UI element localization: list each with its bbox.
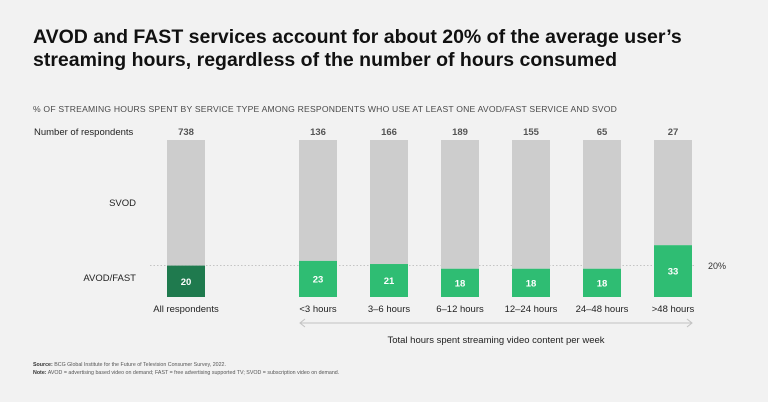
bar-svod (583, 140, 621, 269)
category-label: >48 hours (652, 304, 695, 315)
bar-avod (167, 265, 205, 297)
bar-avod (370, 264, 408, 297)
bar-avod (441, 268, 479, 297)
respondent-count: 27 (668, 127, 679, 138)
row-label-respondents: Number of respondents (34, 127, 134, 138)
bar-svod (167, 140, 205, 266)
definition-note: Note: AVOD = advertising based video on … (33, 369, 340, 376)
bar-value-label: 21 (384, 276, 395, 287)
footnotes: Source: BCG Global Institute for the Fut… (33, 362, 339, 377)
row-label-svod: SVOD (109, 198, 136, 209)
respondent-count: 65 (597, 127, 608, 138)
group-axis-arrow-left (299, 318, 306, 328)
respondent-count: 136 (310, 127, 326, 138)
bar-avod (654, 245, 692, 297)
category-label: All respondents (153, 304, 219, 315)
bar-avod (583, 268, 621, 297)
respondent-count: 166 (381, 127, 397, 138)
stacked-bar-chart: 20% Number of respondents SVOD AVOD/FAST 20 7… (34, 127, 726, 346)
respondent-count: 738 (178, 127, 194, 138)
category-label: 3–6 hours (368, 304, 411, 315)
category-label: <3 hours (299, 304, 336, 315)
respondent-count: 155 (523, 127, 540, 138)
bar-value-label: 18 (455, 278, 466, 289)
chart-subtitle: % OF STREAMING HOURS SPENT BY SERVICE TY… (33, 104, 617, 114)
source-note: Source: BCG Global Institute for the Fut… (33, 362, 226, 368)
category-label: 6–12 hours (436, 304, 484, 315)
bar-avod (299, 260, 337, 297)
reference-line-label: 20% (708, 261, 726, 271)
bar-svod (654, 140, 692, 246)
respondent-count: 189 (452, 127, 468, 138)
bar-value-label: 23 (313, 274, 324, 285)
bar-value-label: 18 (526, 278, 537, 289)
bar-value-label: 33 (668, 267, 679, 278)
bar-svod (512, 140, 550, 269)
group-axis-arrow-right (686, 318, 693, 328)
bar-avod (512, 268, 550, 297)
bar-value-label: 20 (181, 277, 192, 288)
bar-svod (370, 140, 408, 265)
category-label: 12–24 hours (505, 304, 558, 315)
bar-svod (299, 140, 337, 261)
group-axis-label: Total hours spent streaming video conten… (387, 335, 604, 346)
bar-value-label: 18 (597, 278, 608, 289)
bar-svod (441, 140, 479, 269)
chart-title: AVOD and FAST services account for about… (33, 26, 682, 71)
category-label: 24–48 hours (576, 304, 629, 315)
row-label-avod: AVOD/FAST (83, 273, 136, 284)
